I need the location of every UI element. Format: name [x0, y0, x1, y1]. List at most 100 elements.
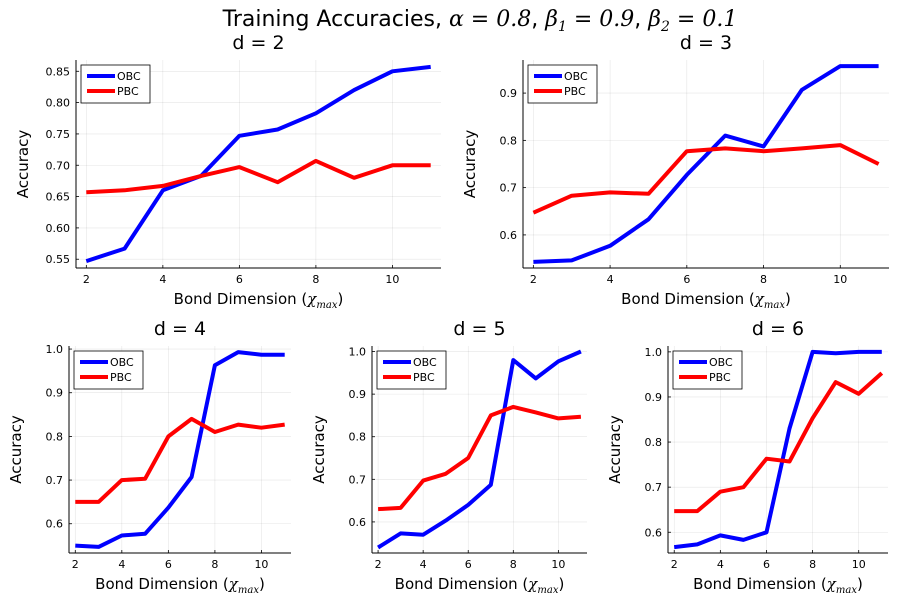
legend: OBC PBC	[527, 64, 598, 104]
x-axis-label-close: )	[857, 575, 863, 593]
x-axis-label: Bond Dimension (χmax)	[621, 290, 791, 311]
y-tick-label: 0.65	[46, 191, 71, 204]
y-tick-label: 0.9	[500, 87, 518, 100]
figure-title-symbol: β	[647, 7, 661, 32]
panel-title: d = 5	[453, 318, 505, 340]
legend: OBC PBC	[80, 64, 151, 104]
y-tick-label: 1.0	[46, 343, 64, 356]
figure-title-separator: ,	[531, 7, 545, 32]
x-axis-label-symbol: χ	[826, 575, 837, 593]
legend-label-pbc: PBC	[413, 371, 435, 384]
y-tick-label: 0.7	[46, 474, 64, 487]
series-line-obc	[673, 349, 882, 550]
x-tick-label: 6	[763, 558, 770, 571]
legend-box	[80, 64, 151, 104]
series-line-pbc	[75, 416, 285, 504]
x-tick-label: 4	[159, 273, 166, 286]
x-axis-label-text: Bond Dimension (	[174, 290, 308, 308]
x-axis-label-close: )	[558, 575, 564, 593]
legend-label-pbc: PBC	[709, 371, 731, 384]
y-tick-label: 0.7	[645, 481, 663, 494]
x-tick-label: 6	[165, 558, 172, 571]
x-tick-label: 8	[211, 558, 218, 571]
x-tick-label: 6	[465, 558, 472, 571]
y-tick-label: 0.8	[46, 430, 64, 443]
x-tick-label: 10	[385, 273, 399, 286]
figure-title-separator: ,	[634, 7, 648, 32]
series-line-pbc	[532, 143, 880, 215]
legend-label-obc: OBC	[110, 356, 134, 369]
legend: OBC PBC	[672, 350, 743, 390]
x-tick-label: 4	[118, 558, 125, 571]
legend-box	[527, 64, 598, 104]
chart-panel-3: 2 4 6 8 10 0.6 0.7 0.8 0.9 1.0 d = 4 Bond Dimension…	[7, 318, 291, 596]
legend-label-obc: OBC	[117, 70, 141, 83]
figure-title-value: = 0.1	[670, 7, 737, 32]
x-tick-label: 8	[809, 558, 816, 571]
y-tick-label: 0.6	[500, 229, 518, 242]
chart-panel-4: 2 4 6 8 10 0.6 0.7 0.8 0.9 1.0 d = 5 Bond Dimension…	[310, 318, 587, 596]
x-tick-label: 2	[375, 558, 382, 571]
legend-label-pbc: PBC	[564, 85, 586, 98]
legend-box	[376, 350, 447, 390]
x-tick-label: 8	[760, 273, 767, 286]
x-tick-label: 4	[420, 558, 427, 571]
panel-title: d = 4	[154, 318, 206, 340]
legend-box	[672, 350, 743, 390]
x-tick-label: 10	[551, 558, 565, 571]
x-tick-label: 10	[833, 273, 847, 286]
figure-title-symbol: α	[449, 7, 464, 32]
y-axis-label: Accuracy	[310, 415, 328, 484]
figure-title-value: = 0.9	[567, 7, 634, 32]
y-axis-label: Accuracy	[14, 130, 32, 199]
x-tick-label: 6	[683, 273, 690, 286]
x-tick-label: 4	[717, 558, 724, 571]
x-axis-label-subscript: max	[316, 300, 337, 311]
x-axis-label-text: Bond Dimension (	[395, 575, 529, 593]
figure-title-symbol: β	[544, 7, 558, 32]
y-tick-label: 1.0	[645, 346, 663, 359]
y-tick-label: 0.7	[500, 182, 518, 195]
x-tick-label: 2	[83, 273, 90, 286]
legend-label-pbc: PBC	[110, 371, 132, 384]
series-line-pbc	[86, 158, 431, 195]
x-axis-label-text: Bond Dimension (	[693, 575, 827, 593]
chart-panel-2: 2 4 6 8 10 0.6 0.7 0.8 0.9 d = 3 Bond Dimension (χ…	[461, 32, 889, 311]
y-tick-label: 0.6	[645, 526, 663, 539]
y-tick-label: 0.9	[645, 391, 663, 404]
y-tick-label: 0.9	[46, 387, 64, 400]
x-axis-label: Bond Dimension (χmax)	[95, 575, 265, 596]
y-tick-label: 0.55	[46, 253, 71, 266]
x-axis-label-close: )	[259, 575, 265, 593]
legend-box	[73, 350, 144, 390]
y-tick-label: 0.9	[349, 388, 367, 401]
panel-title: d = 3	[680, 32, 732, 54]
x-axis-label-text: Bond Dimension (	[95, 575, 229, 593]
panels: 2 4 6 8 10 0.55 0.60 0.65 0.70 0.75 0.80 0.85 d = 2 B…	[7, 32, 889, 596]
x-tick-label: 8	[510, 558, 517, 571]
x-tick-label: 2	[72, 558, 79, 571]
y-axis-label: Accuracy	[7, 415, 25, 484]
y-tick-label: 0.8	[500, 134, 518, 147]
legend: OBC PBC	[73, 350, 144, 390]
series-line-pbc	[674, 371, 884, 514]
series-line-pbc	[377, 404, 582, 512]
x-tick-label: 6	[236, 273, 243, 286]
figure-title: Training Accuracies, α = 0.8, β1 = 0.9, …	[222, 7, 738, 35]
x-tick-label: 2	[530, 273, 537, 286]
y-tick-label: 0.8	[349, 431, 367, 444]
y-tick-label: 0.6	[349, 516, 367, 529]
legend-label-obc: OBC	[564, 70, 588, 83]
y-tick-label: 0.85	[46, 65, 71, 78]
y-tick-label: 0.75	[46, 128, 71, 141]
legend: OBC PBC	[376, 350, 447, 390]
x-axis-label: Bond Dimension (χmax)	[395, 575, 565, 596]
legend-label-obc: OBC	[413, 356, 437, 369]
x-tick-label: 2	[671, 558, 678, 571]
legend-label-obc: OBC	[709, 356, 733, 369]
panel-title: d = 6	[752, 318, 804, 340]
x-tick-label: 10	[254, 558, 268, 571]
x-axis-label: Bond Dimension (χmax)	[174, 290, 344, 311]
figure-title-prefix: Training Accuracies,	[222, 7, 449, 32]
x-axis-label-subscript: max	[537, 585, 558, 596]
